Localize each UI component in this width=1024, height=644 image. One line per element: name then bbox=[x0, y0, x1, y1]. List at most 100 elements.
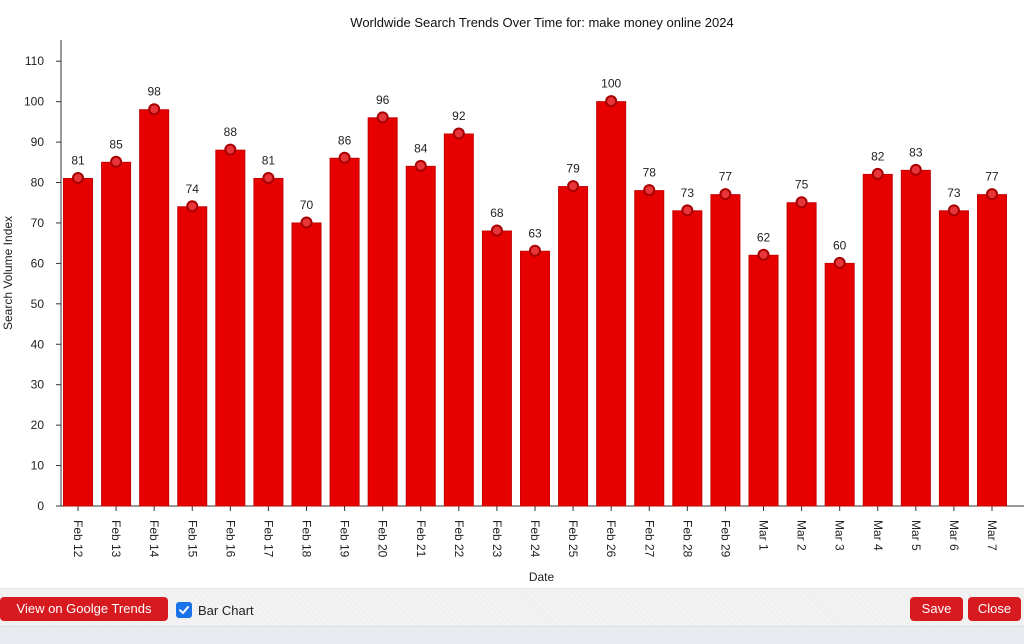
x-tick-label: Feb 15 bbox=[185, 520, 199, 558]
data-label: 81 bbox=[71, 153, 85, 167]
y-tick-label: 60 bbox=[31, 256, 45, 270]
data-point-marker bbox=[262, 171, 275, 184]
data-label: 92 bbox=[452, 109, 466, 123]
data-point-marker bbox=[986, 188, 998, 201]
x-tick-label: Feb 21 bbox=[414, 520, 428, 558]
bar bbox=[177, 206, 208, 507]
bar-chart-label: Bar Chart bbox=[198, 602, 254, 618]
bar bbox=[291, 222, 322, 507]
checkbox-checked-icon[interactable] bbox=[176, 602, 192, 618]
data-label: 70 bbox=[300, 198, 314, 212]
data-point-marker bbox=[567, 180, 580, 193]
data-point-marker bbox=[376, 111, 389, 124]
y-axis-label: Search Volume Index bbox=[1, 216, 15, 330]
data-point-marker bbox=[148, 103, 161, 116]
data-label: 84 bbox=[414, 141, 428, 155]
data-point-marker bbox=[681, 204, 694, 217]
y-tick-label: 70 bbox=[31, 216, 45, 230]
data-point-marker bbox=[795, 196, 808, 209]
chart-title: Worldwide Search Trends Over Time for: m… bbox=[350, 15, 733, 30]
data-label: 63 bbox=[528, 226, 542, 240]
bar-chart-toggle[interactable]: Bar Chart bbox=[176, 600, 254, 620]
data-label: 79 bbox=[566, 162, 580, 176]
x-tick-label: Feb 17 bbox=[261, 520, 275, 558]
x-tick-label: Feb 29 bbox=[718, 520, 732, 558]
data-label: 75 bbox=[795, 178, 809, 192]
data-label: 88 bbox=[224, 125, 238, 139]
y-tick-label: 100 bbox=[24, 95, 44, 109]
data-label: 77 bbox=[985, 170, 999, 184]
bar bbox=[634, 190, 665, 507]
x-tick-label: Feb 26 bbox=[604, 520, 618, 558]
data-label: 83 bbox=[909, 145, 923, 159]
data-label: 100 bbox=[601, 77, 621, 91]
data-point-marker bbox=[110, 155, 123, 168]
data-point-marker bbox=[72, 171, 84, 184]
bar bbox=[443, 133, 474, 507]
x-tick-label: Mar 2 bbox=[795, 520, 809, 551]
x-tick-label: Feb 27 bbox=[642, 520, 656, 558]
data-point-marker bbox=[757, 248, 770, 261]
bar bbox=[710, 194, 741, 507]
data-point-marker bbox=[719, 188, 732, 201]
save-button[interactable]: Save bbox=[910, 597, 963, 621]
x-tick-label: Feb 12 bbox=[71, 520, 85, 558]
close-button[interactable]: Close bbox=[968, 597, 1021, 621]
bar bbox=[329, 157, 360, 507]
data-point-marker bbox=[300, 216, 313, 229]
data-point-marker bbox=[643, 184, 656, 197]
x-tick-label: Feb 28 bbox=[680, 520, 694, 558]
data-label: 62 bbox=[757, 230, 771, 244]
data-point-marker bbox=[871, 167, 884, 180]
y-tick-label: 0 bbox=[37, 499, 44, 513]
data-point-marker bbox=[338, 151, 351, 164]
data-point-marker bbox=[186, 200, 199, 213]
x-axis-label: Date bbox=[529, 570, 555, 584]
bar bbox=[938, 210, 969, 507]
x-tick-label: Mar 4 bbox=[871, 520, 885, 551]
data-label: 73 bbox=[947, 186, 961, 200]
x-tick-label: Feb 18 bbox=[300, 520, 314, 558]
bar bbox=[63, 177, 93, 507]
view-on-google-trends-button[interactable]: View on Goolge Trends bbox=[0, 597, 168, 621]
data-label: 81 bbox=[262, 153, 276, 167]
data-label: 82 bbox=[871, 149, 885, 163]
x-tick-label: Mar 5 bbox=[909, 520, 923, 551]
bar bbox=[215, 149, 246, 507]
data-point-marker bbox=[414, 159, 427, 172]
data-point-marker bbox=[224, 143, 237, 156]
y-tick-label: 30 bbox=[31, 378, 45, 392]
y-tick-label: 80 bbox=[31, 176, 45, 190]
data-label: 98 bbox=[147, 85, 161, 99]
bar bbox=[253, 177, 284, 507]
bar bbox=[558, 186, 589, 507]
bar bbox=[900, 169, 931, 507]
data-label: 78 bbox=[643, 166, 657, 180]
bar bbox=[101, 161, 132, 507]
bar bbox=[786, 202, 817, 507]
data-label: 73 bbox=[681, 186, 695, 200]
bar bbox=[862, 173, 893, 507]
bar bbox=[139, 109, 170, 507]
window-bottom-strip bbox=[0, 626, 1024, 644]
bar bbox=[520, 250, 550, 507]
data-label: 74 bbox=[186, 182, 200, 196]
bar bbox=[405, 165, 436, 507]
chart: Worldwide Search Trends Over Time for: m… bbox=[1, 15, 1024, 584]
x-tick-label: Feb 20 bbox=[376, 520, 390, 558]
x-tick-label: Feb 16 bbox=[223, 520, 237, 558]
x-tick-label: Mar 3 bbox=[833, 520, 847, 551]
y-tick-label: 50 bbox=[31, 297, 45, 311]
data-point-marker bbox=[490, 224, 503, 237]
x-tick-label: Mar 1 bbox=[757, 520, 771, 551]
x-tick-label: Feb 14 bbox=[147, 520, 161, 558]
data-point-marker bbox=[947, 204, 960, 217]
x-tick-label: Feb 22 bbox=[452, 520, 466, 558]
x-tick-label: Feb 24 bbox=[528, 520, 542, 558]
data-point-marker bbox=[529, 244, 541, 257]
x-tick-label: Feb 13 bbox=[109, 520, 123, 558]
data-label: 86 bbox=[338, 133, 352, 147]
x-tick-label: Feb 19 bbox=[338, 520, 352, 558]
data-label: 77 bbox=[719, 170, 733, 184]
